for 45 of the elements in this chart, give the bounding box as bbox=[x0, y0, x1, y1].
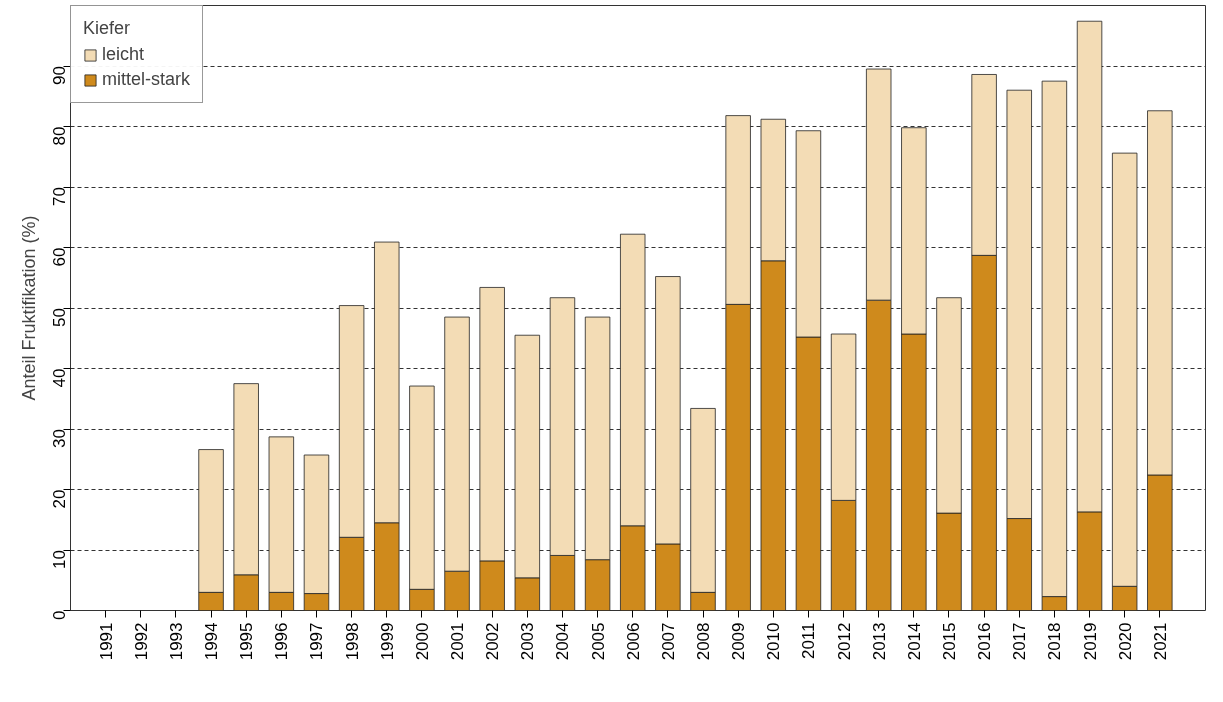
x-tick-label: 1999 bbox=[377, 622, 397, 661]
x-tick-label: 1996 bbox=[272, 622, 292, 661]
legend-label: mittel-stark bbox=[102, 69, 191, 90]
x-tick-label: 2000 bbox=[412, 622, 432, 661]
x-tick-label: 2015 bbox=[939, 622, 959, 661]
x-tick-label: 2016 bbox=[975, 622, 995, 661]
x-tick-label: 1994 bbox=[202, 622, 222, 661]
x-tick-label: 2008 bbox=[694, 622, 714, 661]
y-tick-label: 0 bbox=[49, 610, 69, 620]
x-tick-label: 2020 bbox=[1115, 622, 1135, 661]
x-tick-label: 2006 bbox=[623, 622, 643, 661]
x-tick-label: 1991 bbox=[96, 622, 116, 661]
x-tick-label: 2001 bbox=[448, 622, 468, 661]
x-tick-label: 2005 bbox=[588, 622, 608, 661]
y-tick-label: 20 bbox=[49, 489, 69, 509]
x-tick-label: 2004 bbox=[553, 622, 573, 661]
x-tick-label: 1995 bbox=[237, 622, 257, 661]
y-tick-label: 50 bbox=[49, 307, 69, 327]
x-tick-label: 2002 bbox=[483, 622, 503, 661]
x-tick-label: 2019 bbox=[1080, 622, 1100, 661]
x-tick-label: 2013 bbox=[869, 622, 889, 661]
x-tick-label: 2007 bbox=[658, 622, 678, 661]
legend-title: Kiefer bbox=[83, 18, 132, 39]
x-tick-label: 1993 bbox=[166, 622, 186, 661]
x-tick-label: 2014 bbox=[904, 622, 924, 661]
x-tick-label: 2010 bbox=[764, 622, 784, 661]
x-tick-label: 2003 bbox=[518, 622, 538, 661]
y-tick-label: 60 bbox=[49, 247, 69, 267]
y-tick-label: 30 bbox=[49, 428, 69, 448]
y-tick-label: 10 bbox=[49, 549, 69, 569]
y-axis-title: Anteil Fruktifikation (%) bbox=[18, 215, 39, 401]
legend-label: leicht bbox=[102, 44, 145, 65]
y-tick-label: 70 bbox=[49, 186, 69, 206]
x-tick-label: 1997 bbox=[307, 622, 327, 661]
x-tick-label: 2009 bbox=[729, 622, 749, 661]
x-tick-label: 2017 bbox=[1010, 622, 1030, 661]
x-tick-label: 2012 bbox=[834, 622, 854, 661]
y-tick-label: 40 bbox=[49, 368, 69, 388]
x-tick-label: 1998 bbox=[342, 622, 362, 661]
y-tick-label: 80 bbox=[49, 126, 69, 146]
x-tick-label: 2021 bbox=[1150, 622, 1170, 661]
x-tick-label: 2011 bbox=[799, 622, 819, 660]
y-tick-label: 90 bbox=[49, 65, 69, 85]
x-tick-label: 2018 bbox=[1045, 622, 1065, 661]
x-tick-label: 1992 bbox=[131, 622, 151, 661]
